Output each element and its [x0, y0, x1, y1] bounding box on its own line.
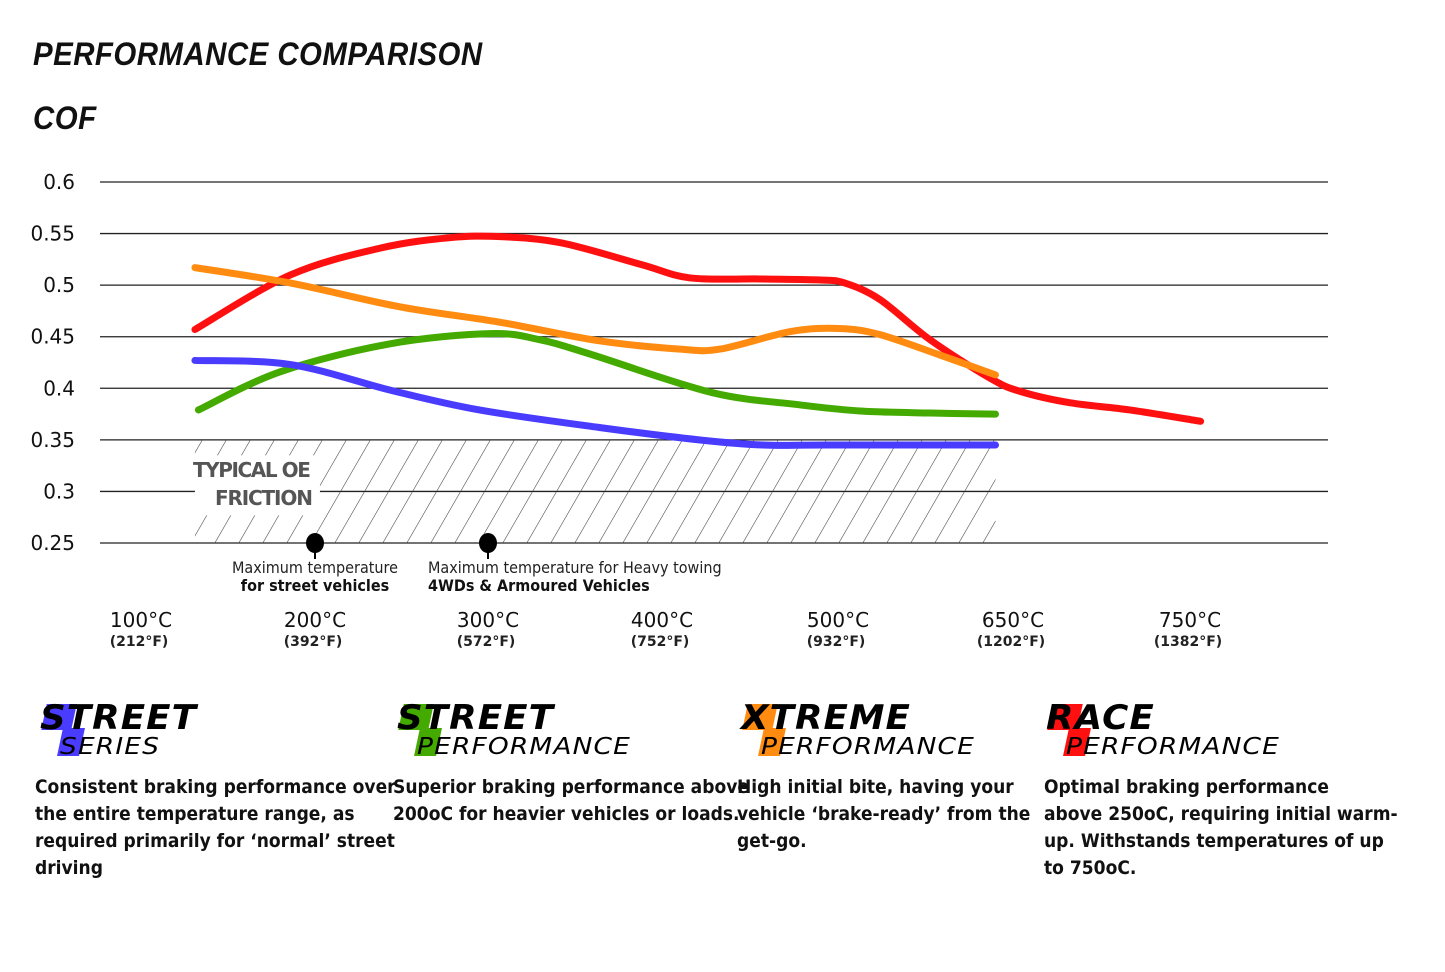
series-line-street-performance [194, 330, 999, 418]
x-tick-sublabel: (572°F) [457, 634, 516, 650]
y-tick-label: 0.5 [43, 273, 75, 297]
product-description: Consistent braking performance over the e… [35, 774, 396, 882]
y-tick-label: 0.35 [30, 428, 75, 452]
description-line: vehicle ‘brake-ready’ from the [737, 803, 1031, 825]
x-tick-label: 750°C [1159, 608, 1221, 632]
typical-oe-friction-region [194, 439, 996, 543]
description-line: 200oC for heavier vehicles or loads. [393, 803, 740, 825]
description-line: Superior braking performance above [393, 776, 749, 798]
description-line: get-go. [737, 830, 807, 852]
x-tick-label: 400°C [631, 608, 693, 632]
description-line: driving [35, 857, 103, 879]
x-tick-sublabel: (1202°F) [977, 634, 1045, 650]
product-description: Superior braking performance above 200oC … [393, 774, 749, 828]
marker-label: Maximum temperature [232, 558, 398, 577]
description-line: to 750oC. [1044, 857, 1137, 879]
x-tick-sublabel: (1382°F) [1154, 634, 1222, 650]
description-line: above 250oC, requiring initial warm- [1044, 803, 1398, 825]
logo-line1: RACE [1046, 698, 1155, 738]
x-tick-label: 650°C [982, 608, 1044, 632]
description-line: High initial bite, having your [737, 776, 1014, 798]
y-tick-label: 0.3 [43, 479, 75, 503]
x-tick-sublabel: (932°F) [807, 634, 866, 650]
x-tick-label: 200°C [284, 608, 346, 632]
x-tick-sublabel: (212°F) [110, 634, 169, 650]
description-line: up. Withstands temperatures of up [1044, 830, 1384, 852]
x-tick-sublabel: (392°F) [284, 634, 343, 650]
marker-label: for street vehicles [241, 576, 389, 595]
y-tick-label: 0.6 [43, 170, 75, 194]
logo-line1: STREET [397, 698, 554, 738]
x-tick-sublabel: (752°F) [631, 634, 690, 650]
x-tick-label: 100°C [110, 608, 172, 632]
logo-line2: PERFORMANCE [1066, 734, 1280, 760]
logo-line2: PERFORMANCE [761, 734, 975, 760]
region-label: TYPICAL OE [193, 458, 311, 482]
marker-label: Maximum temperature for Heavy towing [428, 558, 722, 577]
description-line: Consistent braking performance over [35, 776, 396, 798]
logo-line2: SERIES [60, 734, 161, 760]
logo-line1: XTREME [741, 698, 911, 738]
cof-chart: 0.6 0.55 0.5 0.45 0.4 0.35 0.3 0.25 TYPICAL OE F… [30, 170, 1328, 650]
series-line-street-series [191, 356, 999, 449]
series-line-xtreme [191, 264, 999, 379]
logo-line1: STREET [40, 698, 197, 738]
region-label: FRICTION [215, 486, 313, 510]
y-tick-label: 0.25 [30, 531, 75, 555]
y-tick-label: 0.4 [43, 376, 75, 400]
y-tick-label: 0.45 [30, 325, 75, 349]
y-axis-title: COF [33, 100, 97, 136]
series-line-race [191, 232, 1205, 425]
marker-dot [479, 533, 497, 553]
marker-label: 4WDs & Armoured Vehicles [428, 576, 650, 595]
region-label-bg [194, 455, 320, 516]
marker-dot [306, 533, 324, 553]
y-tick-label: 0.55 [30, 222, 75, 246]
page-title: PERFORMANCE COMPARISON [33, 36, 483, 72]
x-tick-label: 300°C [457, 608, 519, 632]
description-line: required primarily for ‘normal’ street [35, 830, 395, 852]
product-description: High initial bite, having your vehicle ‘b… [737, 774, 1030, 855]
x-tick-label: 500°C [807, 608, 869, 632]
description-line: the entire temperature range, as [35, 803, 355, 825]
product-description: Optimal braking performance above 250oC, … [1044, 774, 1398, 882]
description-line: Optimal braking performance [1044, 776, 1329, 798]
logo-line2: PERFORMANCE [417, 734, 631, 760]
